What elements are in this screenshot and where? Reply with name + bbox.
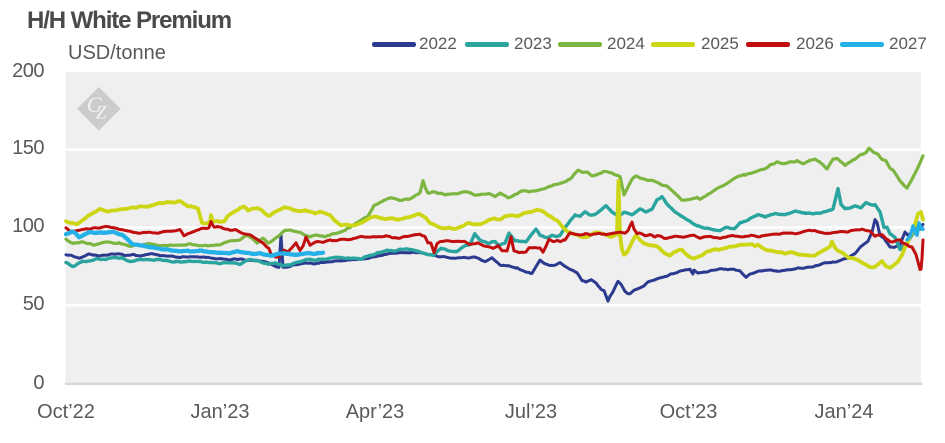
svg-text:C: C [87,92,102,117]
svg-text:Z: Z [96,102,107,123]
